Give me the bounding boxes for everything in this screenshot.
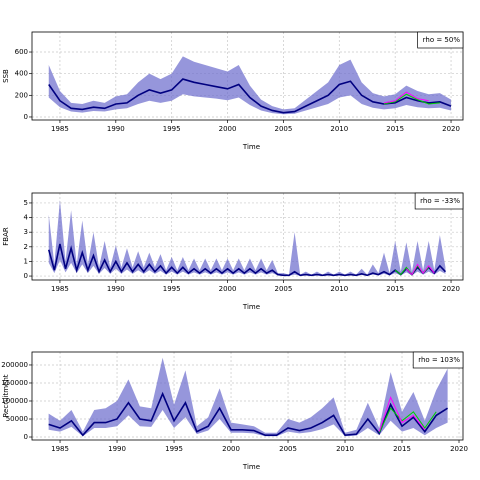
confidence-band <box>48 200 446 276</box>
x-tick-label: 1995 <box>163 125 181 133</box>
annotation: rho = 103% <box>412 351 464 369</box>
series-line <box>47 243 447 277</box>
y-tick-label: 200 <box>15 91 28 99</box>
confidence-band <box>48 357 448 437</box>
annotation-box <box>412 351 464 369</box>
y-tick-label: 50000 <box>6 415 28 423</box>
plot-frame <box>31 351 464 441</box>
x-tick-label: 1990 <box>107 285 125 293</box>
x-tick-label: 2005 <box>275 125 293 133</box>
annotation-box <box>417 31 464 49</box>
annotation-text: rho = 103% <box>418 356 460 364</box>
x-tick-label: 1985 <box>51 125 69 133</box>
series-line <box>405 263 435 276</box>
x-tick-label: 1990 <box>107 125 125 133</box>
x-tick-label: 1995 <box>165 445 183 453</box>
x-tick-label: 2020 <box>442 285 460 293</box>
x-tick-label: 2010 <box>330 285 348 293</box>
annotation-text: rho = -33% <box>420 197 460 205</box>
y-tick-label: 150000 <box>1 379 28 387</box>
x-tick-label: 1995 <box>163 285 181 293</box>
y-axis-label: Recruitment <box>2 374 10 417</box>
y-tick-label: 600 <box>15 48 28 56</box>
x-tick-label: 2000 <box>222 445 240 453</box>
annotation-text: rho = 50% <box>423 36 461 44</box>
x-tick-label: 2000 <box>219 125 237 133</box>
y-tick-label: 2 <box>24 243 28 251</box>
y-tick-label: 3 <box>24 228 28 236</box>
y-tick-label: 0 <box>24 113 28 121</box>
y-tick-label: 5 <box>24 199 28 207</box>
x-tick-label: 1985 <box>51 445 69 453</box>
y-tick-label: 0 <box>24 272 28 280</box>
x-tick-label: 2005 <box>279 445 297 453</box>
x-axis-label: Time <box>242 463 260 471</box>
plot-frame <box>31 192 464 281</box>
plot-frame <box>31 31 464 121</box>
y-tick-label: 400 <box>15 70 28 78</box>
x-tick-label: 1985 <box>51 285 69 293</box>
x-tick-label: 2015 <box>386 125 404 133</box>
y-axis-label: FBAR <box>2 227 10 246</box>
confidence-band <box>48 56 452 115</box>
x-tick-label: 2020 <box>450 445 468 453</box>
annotation-box <box>414 192 464 210</box>
annotation: rho = -33% <box>414 192 464 210</box>
series-line <box>383 91 429 104</box>
x-axis-label: Time <box>242 303 260 311</box>
series-line <box>383 93 440 105</box>
y-tick-label: 100000 <box>1 397 28 405</box>
series-line <box>378 407 437 433</box>
x-tick-label: 2010 <box>336 445 354 453</box>
x-tick-label: 2000 <box>219 285 237 293</box>
x-tick-label: 2005 <box>275 285 293 293</box>
x-tick-label: 2010 <box>330 125 348 133</box>
annotation: rho = 50% <box>417 31 464 49</box>
y-tick-label: 200000 <box>1 361 28 369</box>
x-tick-label: 2015 <box>393 445 411 453</box>
x-axis-label: Time <box>242 143 260 151</box>
y-tick-label: 0 <box>24 433 28 441</box>
x-tick-label: 2015 <box>386 285 404 293</box>
y-tick-label: 4 <box>24 214 29 222</box>
series-line <box>378 396 426 432</box>
x-tick-label: 1990 <box>108 445 126 453</box>
y-tick-label: 1 <box>24 257 28 265</box>
x-tick-label: 2020 <box>442 125 460 133</box>
y-axis-label: SSB <box>2 69 10 83</box>
